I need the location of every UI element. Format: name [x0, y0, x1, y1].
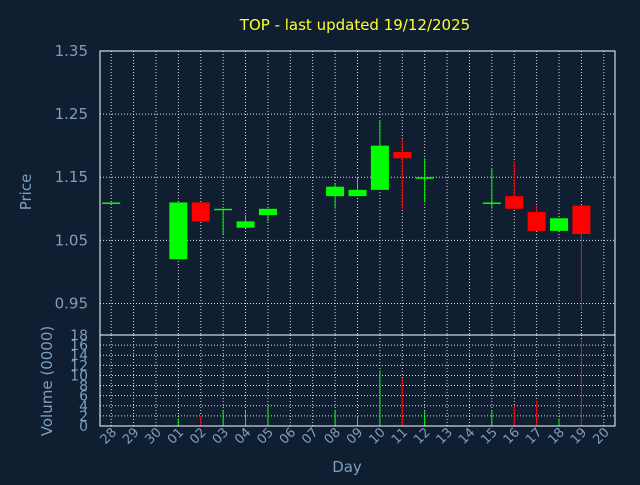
volume-y-tick-label: 4 [79, 399, 88, 415]
candle-body [214, 208, 233, 211]
candle-body [393, 151, 412, 159]
volume-y-tick-label: 6 [79, 389, 88, 405]
candle-body [169, 202, 188, 260]
volume-y-tick-label: 10 [70, 368, 88, 384]
price-y-ticks: 1.35 1.25 1.15 1.05 0.95 [55, 42, 88, 312]
price-y-tick-label: 0.95 [55, 294, 88, 312]
volume-y-tick-label: 0 [79, 419, 88, 435]
candlestick-series [102, 120, 591, 310]
candle-body [348, 189, 367, 197]
day-axis-label: Day [332, 458, 362, 476]
price-axis-label: Price [17, 174, 35, 211]
price-y-tick-label: 1.35 [55, 42, 88, 60]
candle-body [258, 208, 277, 216]
candle-body [572, 205, 591, 235]
candle-body [326, 186, 345, 197]
candle-body [505, 196, 524, 209]
volume-axis-label: Volume (0000) [38, 326, 56, 436]
candle-body [102, 202, 121, 204]
price-gridlines [100, 50, 615, 335]
candle-body [191, 202, 210, 222]
candle-body [236, 221, 255, 228]
candle-body [527, 211, 546, 231]
volume-gridlines [100, 334, 615, 427]
candle-body [370, 145, 389, 190]
volume-y-tick-label: 8 [79, 379, 88, 395]
volume-plot-frame [99, 334, 616, 427]
volume-y-tick-label: 14 [70, 348, 88, 364]
candle-body [482, 202, 501, 204]
chart-title: TOP - last updated 19/12/2025 [239, 16, 470, 34]
volume-y-tick-label: 12 [70, 358, 88, 374]
price-y-tick-label: 1.25 [55, 105, 88, 123]
candle-body [415, 177, 434, 179]
price-y-tick-label: 1.15 [55, 168, 88, 186]
volume-y-tick-label: 16 [70, 338, 88, 354]
volume-bar-series [177, 340, 582, 426]
day-x-ticks: 28 29 30 01 02 03 04 05 06 07 08 09 10 11 12 13 14 15 16 17… [98, 425, 613, 447]
price-y-tick-label: 1.05 [55, 231, 88, 249]
volume-y-tick-label: 18 [70, 328, 88, 344]
candle-body [550, 218, 569, 231]
volume-y-tick-label: 2 [79, 409, 88, 425]
